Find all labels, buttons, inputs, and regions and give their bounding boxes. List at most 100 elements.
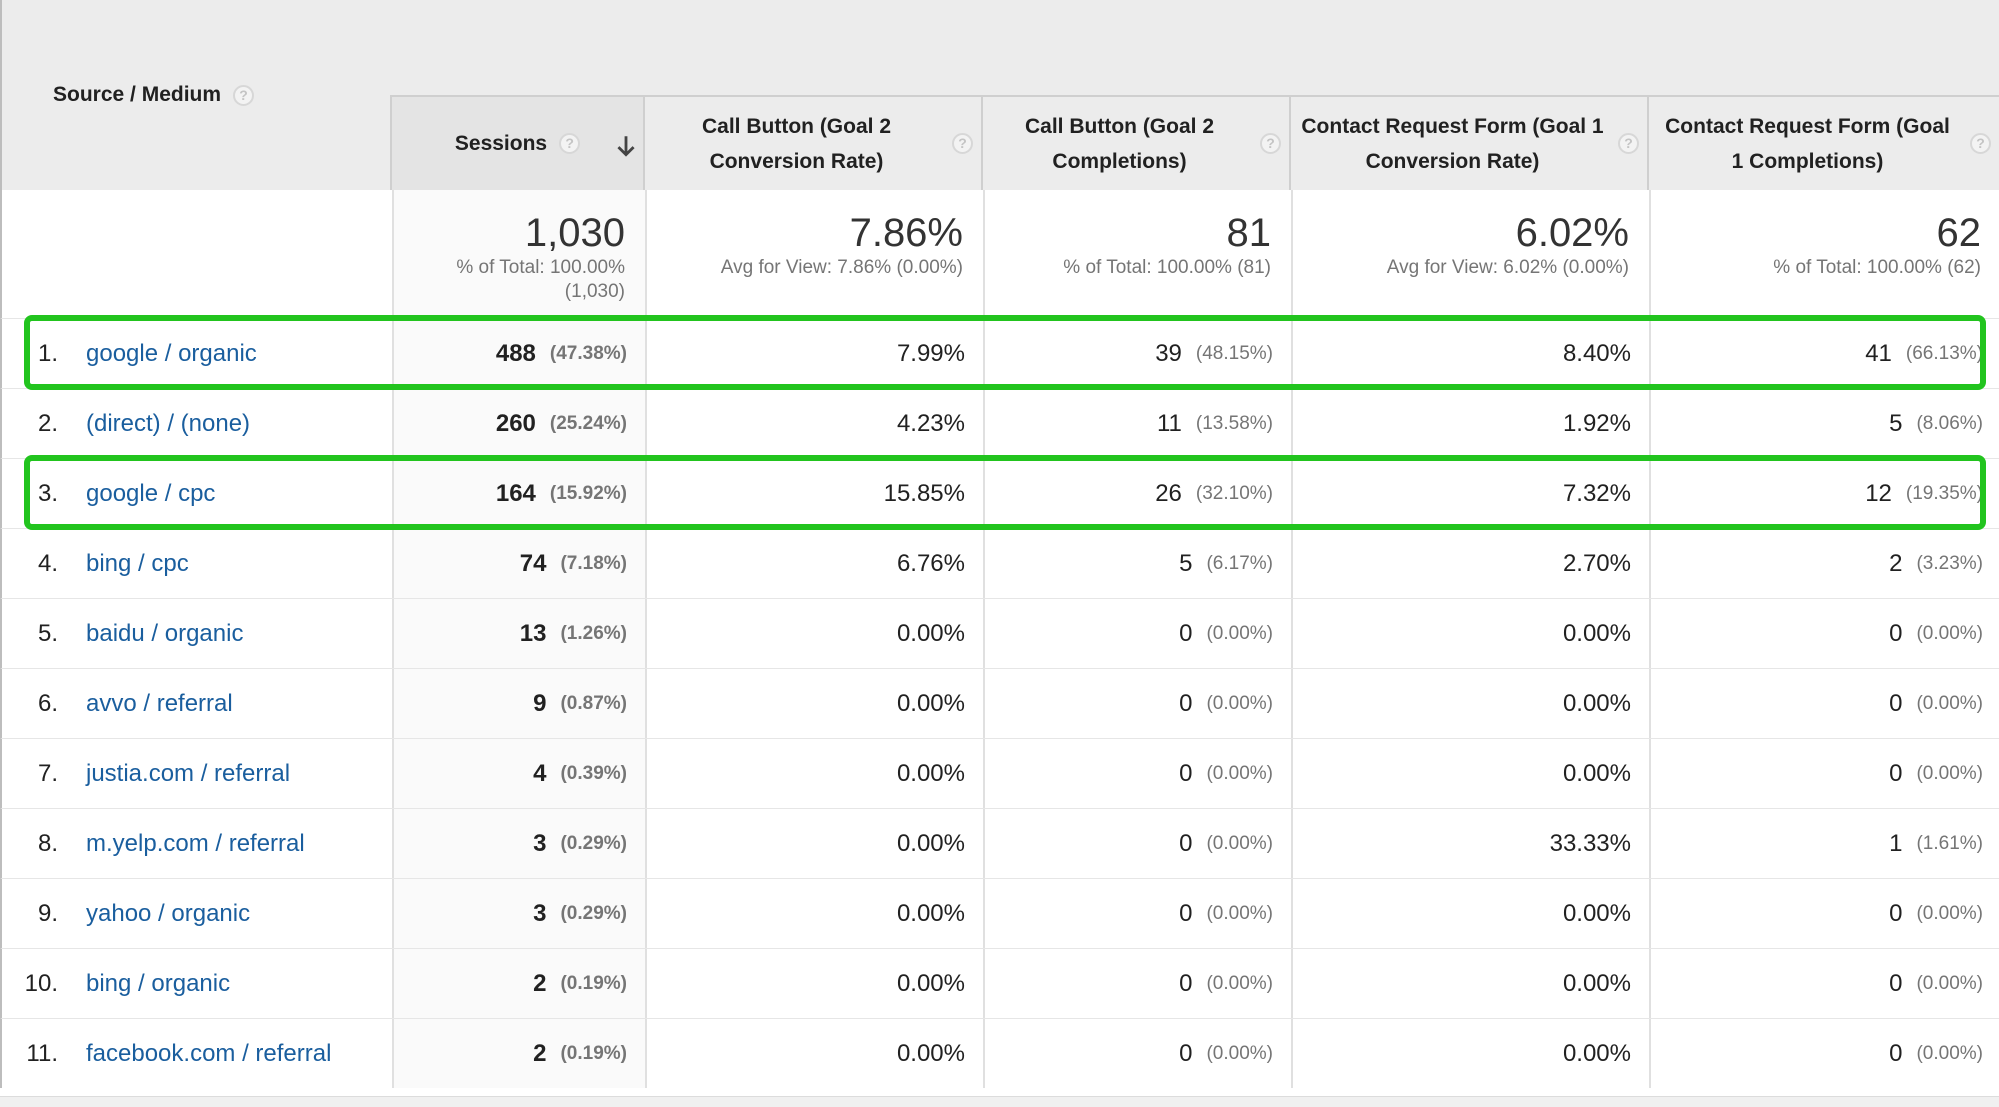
source-medium-link[interactable]: (direct) / (none) bbox=[86, 409, 251, 437]
table-row: 7. justia.com / referral 4 (0.39%) 0.00% 0 (0.… bbox=[0, 738, 1999, 808]
cell-value: 0 bbox=[1179, 759, 1193, 787]
column-header-call-button-completions[interactable]: Call Button (Goal 2 Completions)? bbox=[981, 95, 1289, 190]
cell-value: 0 bbox=[1889, 759, 1903, 787]
cell-value: 0 bbox=[1889, 969, 1903, 997]
cell-call-button-completions: 0 (0.00%) bbox=[983, 809, 1291, 878]
cell-sessions: 3 (0.29%) bbox=[392, 879, 645, 948]
cell-call-button-conversion-rate: 0.00% bbox=[645, 599, 983, 668]
column-header-contact-form-conversion-rate[interactable]: Contact Request Form (Goal 1 Conversion … bbox=[1289, 95, 1647, 190]
row-dimension: 2. (direct) / (none) bbox=[2, 389, 392, 458]
row-index: 1. bbox=[37, 339, 58, 367]
cell-percent: (1.61%) bbox=[1916, 832, 1983, 854]
source-medium-link[interactable]: yahoo / organic bbox=[86, 899, 251, 927]
cell-value: 0 bbox=[1889, 619, 1903, 647]
cell-value: 0.00% bbox=[896, 899, 965, 927]
cell-contact-form-completions: 5 (8.06%) bbox=[1649, 389, 1999, 458]
source-medium-link[interactable]: justia.com / referral bbox=[86, 759, 291, 787]
cell-sessions: 164 (15.92%) bbox=[392, 459, 645, 528]
column-header-label: Call Button (Goal 2 Completions) bbox=[1025, 114, 1214, 173]
cell-contact-form-completions: 0 (0.00%) bbox=[1649, 879, 1999, 948]
cell-percent: (0.00%) bbox=[1206, 762, 1273, 784]
cell-value: 0.00% bbox=[896, 619, 965, 647]
help-icon[interactable]: ? bbox=[1618, 133, 1639, 154]
source-medium-link[interactable]: google / organic bbox=[86, 339, 257, 367]
source-medium-link[interactable]: google / cpc bbox=[86, 479, 216, 507]
help-icon[interactable]: ? bbox=[952, 133, 973, 154]
help-icon[interactable]: ? bbox=[559, 133, 581, 154]
total-call-button-completions: 81% of Total: 100.00% (81) bbox=[983, 190, 1291, 318]
row-index: 9. bbox=[37, 899, 58, 927]
cell-percent: (0.19%) bbox=[560, 972, 627, 994]
cell-value: 488 bbox=[495, 339, 536, 367]
cell-contact-form-conversion-rate: 1.92% bbox=[1291, 389, 1649, 458]
table-row: 8. m.yelp.com / referral 3 (0.29%) 0.00% 0 (0.… bbox=[0, 808, 1999, 878]
table-row: 11. facebook.com / referral 2 (0.19%) 0.00% 0… bbox=[0, 1018, 1999, 1088]
cell-contact-form-completions: 2 (3.23%) bbox=[1649, 529, 1999, 598]
cell-value: 2 bbox=[1889, 549, 1903, 577]
cell-value: 2.70% bbox=[1562, 549, 1631, 577]
total-value: 81 bbox=[1226, 211, 1272, 255]
cell-contact-form-conversion-rate: 0.00% bbox=[1291, 739, 1649, 808]
cell-value: 3 bbox=[533, 899, 547, 927]
cell-value: 0 bbox=[1889, 689, 1903, 717]
row-index: 6. bbox=[37, 689, 58, 717]
cell-value: 164 bbox=[495, 479, 536, 507]
source-medium-link[interactable]: bing / cpc bbox=[86, 549, 189, 577]
row-dimension: 10. bing / organic bbox=[2, 949, 392, 1018]
total-subtext: % of Total: 100.00% (1,030) bbox=[456, 257, 625, 302]
cell-contact-form-conversion-rate: 33.33% bbox=[1291, 809, 1649, 878]
help-icon[interactable]: ? bbox=[1970, 133, 1991, 154]
cell-sessions: 2 (0.19%) bbox=[392, 1019, 645, 1088]
row-dimension: 4. bing / cpc bbox=[2, 529, 392, 598]
total-contact-form-completions: 62% of Total: 100.00% (62) bbox=[1649, 190, 1999, 318]
table-row: 4. bing / cpc 74 (7.18%) 6.76% 5 (6.17%) 2.70% 2… bbox=[0, 528, 1999, 598]
source-medium-link[interactable]: avvo / referral bbox=[86, 689, 233, 717]
cell-call-button-conversion-rate: 0.00% bbox=[645, 949, 983, 1018]
cell-call-button-conversion-rate: 0.00% bbox=[645, 739, 983, 808]
cell-percent: (0.29%) bbox=[560, 832, 627, 854]
cell-value: 1.92% bbox=[1562, 409, 1631, 437]
sort-descending-icon[interactable] bbox=[613, 133, 639, 159]
cell-call-button-completions: 11 (13.58%) bbox=[983, 389, 1291, 458]
cell-value: 41 bbox=[1865, 339, 1892, 367]
row-index: 2. bbox=[37, 409, 58, 437]
help-icon[interactable]: ? bbox=[1260, 133, 1281, 154]
cell-contact-form-completions: 0 (0.00%) bbox=[1649, 599, 1999, 668]
total-subtext: % of Total: 100.00% (81) bbox=[1063, 257, 1271, 278]
column-header-label: Sessions bbox=[454, 132, 548, 155]
column-header-contact-form-completions[interactable]: Contact Request Form (Goal 1 Completions… bbox=[1647, 95, 1999, 190]
cell-value: 7.32% bbox=[1562, 479, 1631, 507]
source-medium-link[interactable]: facebook.com / referral bbox=[86, 1039, 332, 1067]
cell-call-button-completions: 0 (0.00%) bbox=[983, 599, 1291, 668]
cell-value: 0.00% bbox=[896, 969, 965, 997]
table-row: 6. avvo / referral 9 (0.87%) 0.00% 0 (0.00%) 0.… bbox=[0, 668, 1999, 738]
column-header-call-button-conversion-rate[interactable]: Call Button (Goal 2 Conversion Rate)? bbox=[643, 95, 981, 190]
cell-value: 74 bbox=[519, 549, 547, 577]
row-dimension: 3. google / cpc bbox=[2, 459, 392, 528]
cell-value: 12 bbox=[1865, 479, 1892, 507]
cell-percent: (0.00%) bbox=[1916, 762, 1983, 784]
row-index: 8. bbox=[37, 829, 58, 857]
row-index: 7. bbox=[37, 759, 58, 787]
cell-value: 0.00% bbox=[1562, 759, 1631, 787]
cell-value: 4 bbox=[533, 759, 547, 787]
cell-contact-form-completions: 41 (66.13%) bbox=[1649, 319, 1999, 388]
source-medium-link[interactable]: baidu / organic bbox=[86, 619, 244, 647]
cell-sessions: 4 (0.39%) bbox=[392, 739, 645, 808]
cell-contact-form-conversion-rate: 0.00% bbox=[1291, 879, 1649, 948]
cell-call-button-conversion-rate: 0.00% bbox=[645, 809, 983, 878]
cell-value: 39 bbox=[1155, 339, 1182, 367]
cell-percent: (0.00%) bbox=[1916, 1042, 1983, 1064]
source-medium-link[interactable]: bing / organic bbox=[86, 969, 231, 997]
column-header-sessions[interactable]: Sessions? bbox=[390, 95, 643, 190]
source-medium-link[interactable]: m.yelp.com / referral bbox=[86, 829, 305, 857]
dimension-header[interactable]: Source / Medium ? bbox=[53, 80, 255, 110]
cell-contact-form-completions: 0 (0.00%) bbox=[1649, 739, 1999, 808]
cell-contact-form-conversion-rate: 0.00% bbox=[1291, 669, 1649, 738]
cell-percent: (32.10%) bbox=[1195, 482, 1273, 504]
help-icon[interactable]: ? bbox=[233, 84, 255, 106]
cell-value: 0 bbox=[1179, 829, 1193, 857]
total-value: 1,030 bbox=[524, 211, 625, 255]
cell-value: 0.00% bbox=[896, 1039, 965, 1067]
